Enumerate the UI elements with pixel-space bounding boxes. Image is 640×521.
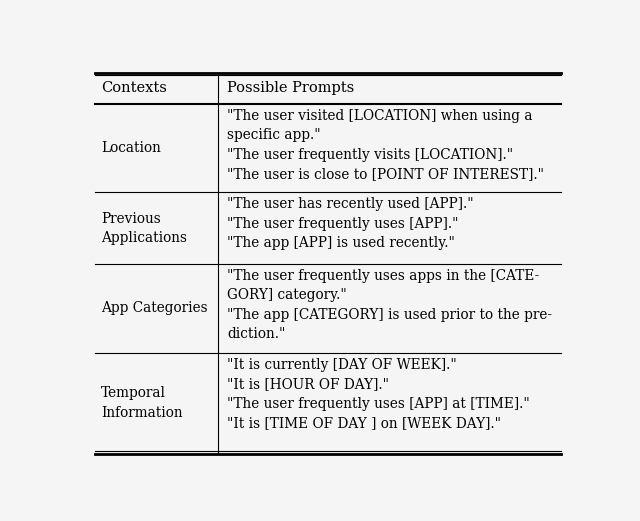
Text: Contexts: Contexts (101, 81, 166, 95)
Text: "The user visited [LOCATION] when using a
specific app."
"The user frequently vi: "The user visited [LOCATION] when using … (227, 108, 545, 181)
Text: "It is currently [DAY OF WEEK]."
"It is [HOUR OF DAY]."
"The user frequently use: "It is currently [DAY OF WEEK]." "It is … (227, 357, 530, 430)
Text: Location: Location (101, 141, 161, 155)
Text: App Categories: App Categories (101, 302, 207, 315)
Text: "The user frequently uses apps in the [CATE-
GORY] category."
"The app [CATEGORY: "The user frequently uses apps in the [C… (227, 269, 552, 341)
Text: Temporal
Information: Temporal Information (101, 387, 182, 420)
Text: Possible Prompts: Possible Prompts (227, 81, 355, 95)
Text: Previous
Applications: Previous Applications (101, 212, 187, 245)
Text: "The user has recently used [APP]."
"The user frequently uses [APP]."
"The app [: "The user has recently used [APP]." "The… (227, 197, 474, 250)
